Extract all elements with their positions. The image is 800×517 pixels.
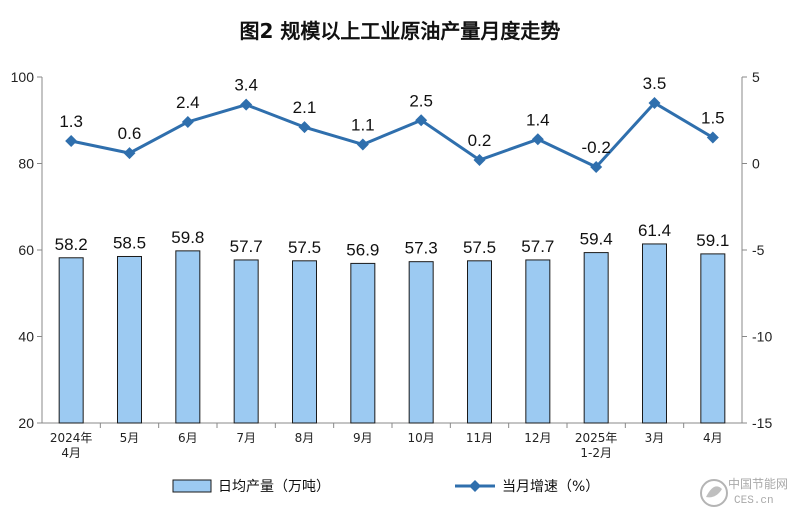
bar	[175, 250, 201, 424]
x-axis-tick-label: 5月	[120, 431, 140, 445]
bar-data-label: 57.3	[405, 239, 438, 258]
watermark: 中国节能网 CES.cn	[700, 476, 788, 507]
legend-line-label: 当月增速（%）	[502, 479, 599, 495]
bar-data-label: 58.2	[55, 235, 88, 254]
line-data-label: 3.5	[643, 74, 667, 93]
bar-data-label: 57.5	[288, 238, 321, 257]
x-axis-tick-label: 7月	[236, 431, 256, 445]
line-series: 1.3 0.6 2.4 3.4 2.1 1.1 2.5 0.2 1.4 -0.2 3.5 1.5	[59, 74, 725, 173]
bar	[700, 253, 726, 424]
watermark-logo-icon	[700, 479, 728, 507]
left-axis-tick-label: 20	[18, 415, 34, 431]
bar	[467, 260, 492, 424]
line-marker	[706, 131, 719, 144]
x-axis-tick-label: 10月	[408, 431, 435, 445]
x-axis-tick-label: 4月	[61, 446, 81, 460]
bar-series: 58.2 58.5 59.8 57.7 57.5 56.9 57.3 57.5 57.7 59.4…	[55, 221, 729, 424]
bar-data-label: 61.4	[638, 221, 671, 240]
bar	[525, 259, 551, 424]
line-data-label: 0.6	[118, 124, 142, 143]
bar	[292, 260, 317, 424]
line-data-label: 1.5	[701, 109, 725, 128]
bar	[642, 243, 667, 424]
watermark-leaf-icon	[706, 486, 722, 498]
x-axis-tick-label: 1-2月	[580, 446, 612, 460]
bar-data-label: 57.7	[230, 237, 263, 256]
left-axis-tick-label: 40	[18, 329, 34, 345]
line-marker	[65, 135, 78, 148]
x-axis-tick-label: 2025年	[575, 431, 618, 445]
left-axis-tick-label: 80	[18, 156, 34, 172]
bar	[117, 255, 142, 424]
legend-bar-label: 日均产量（万吨）	[218, 479, 330, 495]
bar-data-label: 59.4	[580, 230, 613, 249]
line-marker	[240, 98, 253, 111]
legend-bar-swatch	[172, 479, 212, 493]
line-data-label: 2.5	[409, 91, 433, 110]
right-axis-tick-label: 5	[752, 69, 760, 85]
x-axis-tick-label: 9月	[353, 431, 373, 445]
line-data-label: 3.4	[234, 76, 258, 95]
bar	[58, 257, 84, 424]
right-axis-tick-label: -15	[752, 415, 772, 431]
watermark-sub: CES.cn	[734, 495, 774, 507]
right-axis-tick-label: -5	[752, 242, 765, 258]
x-axis-tick-label: 6月	[178, 431, 198, 445]
bar-data-label: 58.5	[113, 233, 146, 252]
x-axis-tick-label: 4月	[703, 431, 723, 445]
line-marker	[590, 160, 603, 173]
x-axis-tick-label: 11月	[466, 431, 493, 445]
bar	[350, 262, 376, 424]
chart-title: 图2 规模以上工业原油产量月度走势	[240, 19, 561, 43]
legend: 日均产量（万吨） 当月增速（%）	[172, 479, 599, 495]
bar-data-label: 59.1	[696, 231, 729, 250]
line-data-label: 1.1	[351, 115, 375, 134]
bar	[233, 259, 259, 424]
line-data-label: -0.2	[582, 138, 611, 157]
bar	[408, 261, 434, 424]
bar-data-label: 57.7	[521, 237, 554, 256]
left-axis-tick-label: 100	[11, 69, 35, 85]
line-marker	[298, 121, 311, 134]
line-data-label: 0.2	[468, 131, 492, 150]
x-axis-tick-label: 2024年	[50, 431, 93, 445]
x-axis-tick-label: 3月	[645, 431, 665, 445]
bar-data-label: 57.5	[463, 238, 496, 257]
watermark-text: 中国节能网	[728, 476, 788, 491]
bar	[583, 252, 609, 424]
line-marker	[415, 114, 428, 127]
line-marker	[531, 133, 544, 146]
line-data-label: 1.4	[526, 110, 550, 129]
line-data-label: 2.1	[293, 98, 317, 117]
bar-data-label: 59.8	[171, 228, 204, 247]
line-data-label: 1.3	[59, 112, 83, 131]
line-path	[70, 101, 714, 169]
x-axis-tick-label: 8月	[295, 431, 315, 445]
line-marker	[123, 147, 136, 160]
line-data-label: 2.4	[176, 93, 200, 112]
line-marker	[648, 96, 661, 109]
x-axis-tick-label: 12月	[524, 431, 551, 445]
legend-line-marker	[469, 480, 481, 492]
line-marker	[356, 138, 369, 151]
right-axis-tick-label: -10	[752, 329, 772, 345]
bar-data-label: 56.9	[346, 240, 379, 259]
right-axis-tick-label: 0	[752, 156, 760, 172]
line-marker	[181, 115, 194, 128]
line-marker	[473, 154, 486, 167]
left-axis-tick-label: 60	[18, 242, 34, 258]
